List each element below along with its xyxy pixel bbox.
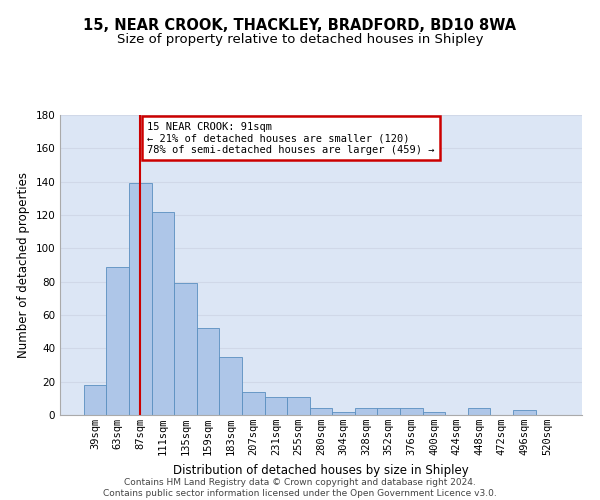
Y-axis label: Number of detached properties: Number of detached properties <box>17 172 30 358</box>
Bar <box>197 328 220 415</box>
Bar <box>220 356 242 415</box>
Bar <box>106 266 129 415</box>
Text: 15 NEAR CROOK: 91sqm
← 21% of detached houses are smaller (120)
78% of semi-deta: 15 NEAR CROOK: 91sqm ← 21% of detached h… <box>147 122 434 155</box>
Bar <box>287 396 310 415</box>
Bar <box>422 412 445 415</box>
Bar <box>84 385 106 415</box>
Bar <box>355 408 377 415</box>
Bar <box>332 412 355 415</box>
Bar <box>242 392 265 415</box>
Bar <box>129 184 152 415</box>
Text: 15, NEAR CROOK, THACKLEY, BRADFORD, BD10 8WA: 15, NEAR CROOK, THACKLEY, BRADFORD, BD10… <box>83 18 517 32</box>
X-axis label: Distribution of detached houses by size in Shipley: Distribution of detached houses by size … <box>173 464 469 476</box>
Bar <box>310 408 332 415</box>
Text: Size of property relative to detached houses in Shipley: Size of property relative to detached ho… <box>117 32 483 46</box>
Bar <box>152 212 174 415</box>
Bar <box>265 396 287 415</box>
Bar <box>468 408 490 415</box>
Bar <box>377 408 400 415</box>
Text: Contains HM Land Registry data © Crown copyright and database right 2024.
Contai: Contains HM Land Registry data © Crown c… <box>103 478 497 498</box>
Bar <box>174 284 197 415</box>
Bar <box>513 410 536 415</box>
Bar <box>400 408 422 415</box>
